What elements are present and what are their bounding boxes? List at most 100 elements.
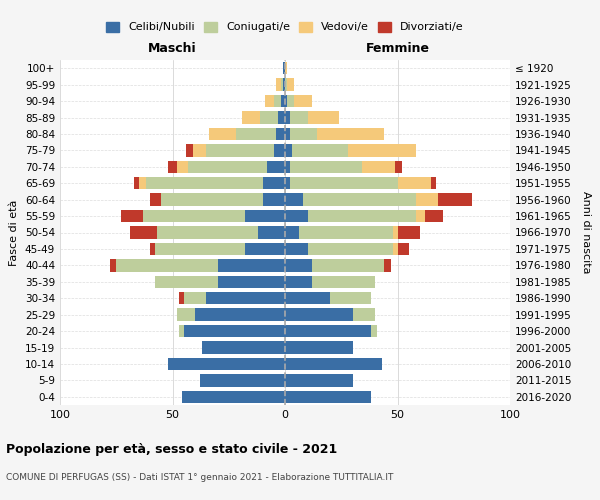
Bar — [218, 276, 285, 288]
Bar — [285, 78, 287, 91]
Text: Popolazione per età, sesso e stato civile - 2021: Popolazione per età, sesso e stato civil… — [6, 442, 337, 456]
Bar — [431, 177, 436, 190]
Bar — [285, 308, 353, 321]
Bar — [206, 144, 274, 156]
Bar — [186, 144, 193, 156]
Bar — [393, 226, 398, 238]
Bar — [285, 128, 290, 140]
Bar — [285, 325, 371, 337]
Bar — [276, 78, 281, 91]
Bar — [285, 390, 371, 403]
Bar — [274, 144, 285, 156]
Bar — [130, 226, 157, 238]
Bar — [287, 78, 294, 91]
Bar — [150, 243, 155, 255]
Bar — [285, 62, 287, 74]
Bar — [209, 128, 235, 140]
Bar — [290, 112, 308, 124]
Bar — [276, 128, 285, 140]
Bar — [308, 210, 415, 222]
Bar — [425, 210, 443, 222]
Bar — [303, 194, 415, 206]
Bar — [139, 177, 146, 190]
Bar — [150, 194, 161, 206]
Bar — [285, 194, 303, 206]
Bar — [287, 95, 294, 107]
Bar — [285, 112, 290, 124]
Bar — [398, 243, 409, 255]
Bar — [188, 160, 267, 173]
Y-axis label: Anni di nascita: Anni di nascita — [581, 191, 591, 274]
Bar — [177, 160, 188, 173]
Bar — [317, 128, 384, 140]
Bar — [281, 78, 283, 91]
Bar — [179, 292, 184, 304]
Bar — [395, 160, 402, 173]
Bar — [157, 226, 258, 238]
Bar — [285, 95, 287, 107]
Bar — [134, 177, 139, 190]
Bar — [393, 243, 398, 255]
Bar — [168, 358, 285, 370]
Bar — [299, 226, 393, 238]
Bar — [285, 226, 299, 238]
Bar — [265, 95, 274, 107]
Bar — [290, 128, 317, 140]
Bar — [281, 95, 285, 107]
Bar — [285, 160, 290, 173]
Bar — [308, 243, 393, 255]
Bar — [260, 112, 278, 124]
Bar — [361, 160, 395, 173]
Bar — [415, 194, 438, 206]
Bar — [285, 276, 312, 288]
Bar — [438, 194, 472, 206]
Bar — [235, 128, 276, 140]
Bar — [283, 78, 285, 91]
Bar — [285, 342, 353, 353]
Bar — [121, 210, 143, 222]
Bar — [312, 276, 375, 288]
Text: Femmine: Femmine — [365, 42, 430, 55]
Bar — [290, 177, 398, 190]
Bar — [116, 259, 218, 272]
Bar — [292, 144, 348, 156]
Bar — [182, 390, 285, 403]
Bar — [285, 259, 312, 272]
Bar — [290, 160, 361, 173]
Bar — [110, 259, 116, 272]
Bar — [285, 243, 308, 255]
Bar — [263, 177, 285, 190]
Bar — [267, 160, 285, 173]
Bar — [155, 243, 245, 255]
Bar — [193, 144, 206, 156]
Bar — [398, 226, 420, 238]
Bar — [199, 374, 285, 386]
Bar — [179, 325, 184, 337]
Bar — [371, 325, 377, 337]
Bar — [195, 308, 285, 321]
Bar — [263, 194, 285, 206]
Bar — [384, 259, 391, 272]
Bar — [161, 194, 263, 206]
Legend: Celibi/Nubili, Coniugati/e, Vedovi/e, Divorziati/e: Celibi/Nubili, Coniugati/e, Vedovi/e, Di… — [102, 18, 468, 37]
Bar — [285, 177, 290, 190]
Bar — [415, 210, 425, 222]
Bar — [242, 112, 260, 124]
Bar — [184, 325, 285, 337]
Bar — [245, 243, 285, 255]
Bar — [218, 259, 285, 272]
Bar — [285, 292, 330, 304]
Y-axis label: Fasce di età: Fasce di età — [10, 200, 19, 266]
Bar — [285, 358, 382, 370]
Bar — [398, 177, 431, 190]
Bar — [312, 259, 384, 272]
Bar — [202, 342, 285, 353]
Bar — [184, 292, 206, 304]
Bar — [245, 210, 285, 222]
Bar — [285, 144, 292, 156]
Bar — [177, 308, 195, 321]
Bar — [146, 177, 263, 190]
Bar — [274, 95, 281, 107]
Bar — [258, 226, 285, 238]
Bar — [348, 144, 415, 156]
